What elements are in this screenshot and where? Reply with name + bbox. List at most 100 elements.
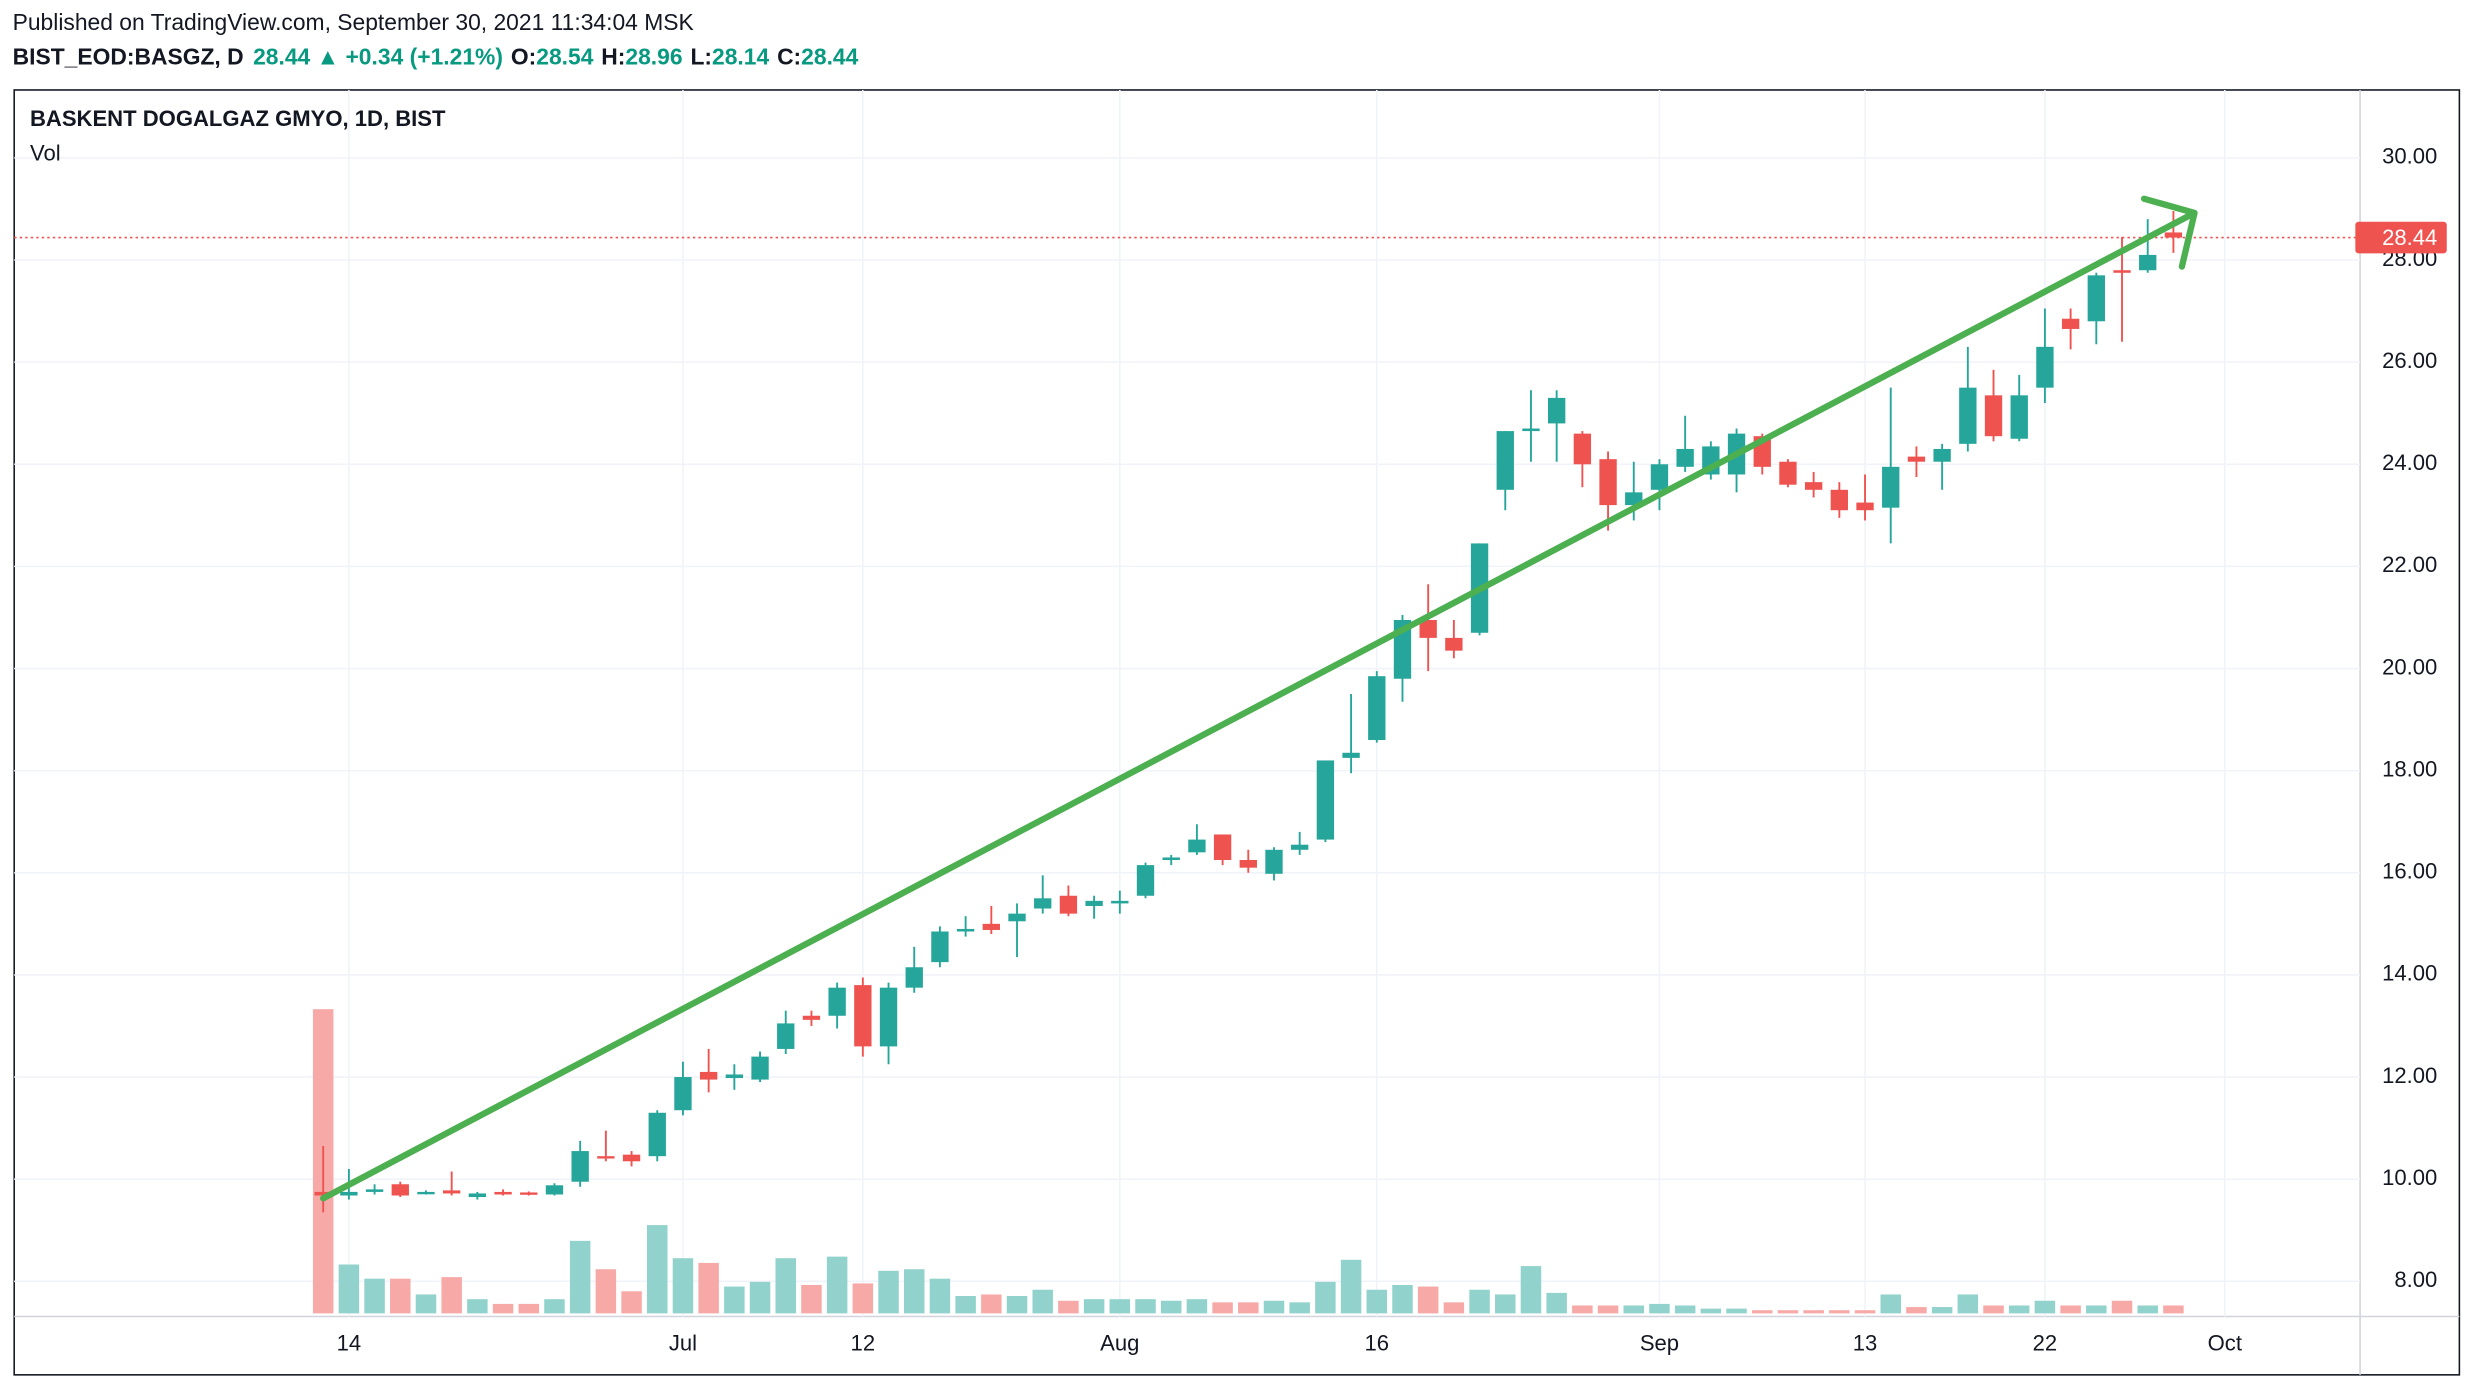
x-tick-label: Sep xyxy=(1640,1331,1679,1356)
candle-body xyxy=(2139,254,2157,271)
volume-bar xyxy=(492,1303,514,1314)
volume-bar xyxy=(826,1256,848,1314)
volume-bar xyxy=(2086,1305,2107,1314)
candle-body xyxy=(545,1185,564,1195)
symbol-line: BIST_EOD:BASGZ, D 28.44 ▲ +0.34 (+1.21%) O:2… xyxy=(13,43,859,69)
candle-body xyxy=(1085,900,1103,906)
y-tick-label: 12.00 xyxy=(2382,1063,2437,1088)
candle-body xyxy=(2036,346,2054,388)
last-price: 28.44 xyxy=(253,43,310,69)
volume-bar xyxy=(852,1283,874,1314)
candle-body xyxy=(1445,637,1463,651)
volume-bar xyxy=(1135,1299,1156,1314)
candle-body xyxy=(391,1184,409,1196)
candle-body xyxy=(1265,849,1283,874)
volume-bar xyxy=(544,1299,565,1314)
candle-body xyxy=(494,1191,512,1195)
candle-body xyxy=(597,1156,615,1159)
volume-label: Vol xyxy=(30,140,61,165)
volume-bar xyxy=(1931,1307,1953,1314)
volume-bar xyxy=(1392,1284,1413,1314)
low-label: L: xyxy=(690,43,712,69)
volume-bar xyxy=(801,1284,822,1314)
volume-bar xyxy=(1058,1300,1079,1314)
volume-bar xyxy=(724,1286,745,1314)
volume-bar xyxy=(2034,1300,2056,1314)
volume-bar xyxy=(364,1278,385,1314)
candle-body xyxy=(2113,270,2131,273)
high-value: 28.96 xyxy=(625,43,682,69)
candle-body xyxy=(648,1112,666,1157)
volume-bar xyxy=(1417,1286,1439,1314)
candle-body xyxy=(931,931,949,963)
candle-body xyxy=(905,967,923,988)
published-note: Published on TradingView.com, September … xyxy=(13,9,694,35)
volume-bar xyxy=(1906,1307,1927,1314)
x-tick-label: Aug xyxy=(1100,1331,1139,1356)
symbol: BIST_EOD:BASGZ, D xyxy=(13,43,244,69)
candle-body xyxy=(1779,461,1797,485)
volume-bar xyxy=(1032,1289,1053,1314)
x-tick-label: Oct xyxy=(2208,1331,2242,1356)
volume-bar xyxy=(1366,1289,1388,1314)
volume-bar xyxy=(390,1278,411,1314)
candle-body xyxy=(777,1023,795,1049)
x-tick-label: 14 xyxy=(337,1331,362,1356)
candle-body xyxy=(1008,913,1026,922)
y-tick-label: 10.00 xyxy=(2382,1165,2437,1190)
candle-body xyxy=(417,1191,435,1195)
volume-bar xyxy=(2163,1305,2184,1314)
candle-body xyxy=(340,1191,358,1196)
candle-body xyxy=(2010,395,2028,439)
volume-bar xyxy=(1238,1302,1259,1314)
axes: 8.00 10.00 12.00 14.00 16.00 18.00 20.00 22.00 2… xyxy=(14,144,2447,1356)
volume-bar xyxy=(1495,1294,1516,1314)
volume-bar xyxy=(1572,1305,1593,1314)
candle-body xyxy=(1676,448,1694,467)
x-tick-label: Jul xyxy=(669,1331,697,1356)
volume-bar xyxy=(2008,1305,2030,1314)
y-tick-label: 24.00 xyxy=(2382,450,2437,475)
candle-body xyxy=(622,1154,641,1162)
candle-body xyxy=(1496,431,1514,490)
volume-bar xyxy=(2111,1300,2133,1314)
candle-body xyxy=(879,987,898,1047)
candle-body xyxy=(1213,834,1232,861)
volume-bar xyxy=(1623,1305,1645,1314)
arrow-head xyxy=(2140,195,2198,270)
volume-bar xyxy=(1520,1266,1542,1314)
volume-bar xyxy=(1263,1300,1285,1314)
y-tick-label: 22.00 xyxy=(2382,552,2437,577)
candle-body xyxy=(2164,232,2183,238)
candle-body xyxy=(1650,464,1669,490)
volume-bar xyxy=(2137,1305,2158,1314)
volume-bar xyxy=(1340,1259,1362,1314)
candle-body xyxy=(1111,900,1129,904)
candle-body xyxy=(1188,839,1206,853)
candle-body xyxy=(365,1189,384,1192)
candle-body xyxy=(443,1190,461,1194)
open-value: 28.54 xyxy=(536,43,593,69)
grid xyxy=(14,89,2361,1317)
candle-body xyxy=(956,928,975,932)
y-tick-label: 14.00 xyxy=(2382,961,2437,986)
y-tick-label: 30.00 xyxy=(2382,144,2437,169)
candle-body xyxy=(751,1056,769,1080)
volume-bar xyxy=(1957,1294,1979,1314)
volume-bar xyxy=(1700,1308,1722,1314)
volume-bar xyxy=(1289,1302,1310,1314)
volume-bar xyxy=(775,1258,796,1314)
candle-body xyxy=(571,1151,589,1182)
high-label: H: xyxy=(601,43,625,69)
candle-body xyxy=(1034,898,1052,909)
volume-bar xyxy=(1726,1308,1747,1314)
candle-body xyxy=(1316,760,1335,840)
candle-body xyxy=(1547,397,1566,424)
candle-body xyxy=(1830,489,1849,511)
volume-bar xyxy=(1186,1299,1208,1314)
candle-body xyxy=(674,1077,692,1111)
volume-bar xyxy=(903,1269,925,1314)
candle-body xyxy=(802,1015,821,1020)
